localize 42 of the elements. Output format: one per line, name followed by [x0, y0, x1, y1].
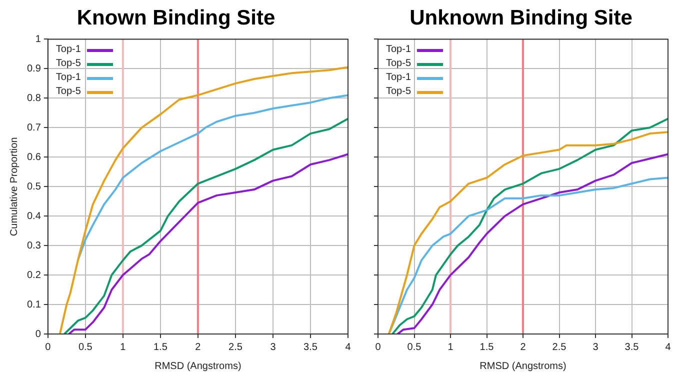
- legend-label: Top-5: [386, 57, 412, 72]
- x-tick-label: 4: [665, 342, 672, 353]
- x-tick-label: 1: [120, 342, 126, 353]
- x-tick-label: 2: [195, 342, 202, 353]
- x-tick-label: 3: [592, 342, 599, 353]
- legend-label: Top-1: [386, 43, 412, 58]
- chart-title: Known Binding Site: [76, 6, 276, 30]
- y-tick-label: 0.4: [26, 210, 42, 222]
- x-tick-label: 3: [270, 342, 276, 353]
- y-tick-label: 0.2: [26, 270, 42, 281]
- x-tick-label: 0: [45, 342, 52, 353]
- y-tick-label: 0.9: [26, 63, 42, 74]
- x-tick-label: 1.5: [153, 342, 168, 353]
- x-tick-label: 3.5: [304, 342, 318, 353]
- x-tick-label: 2.5: [552, 342, 567, 353]
- chart-title: Unknown Binding Site: [410, 6, 632, 30]
- x-tick-label: 1: [448, 342, 454, 353]
- x-tick-label: 2: [520, 342, 526, 353]
- x-axis-title: RMSD (Angstroms): [154, 360, 242, 372]
- legend-label: Top-5: [386, 85, 412, 100]
- x-axis-title: RMSD (Angstroms): [480, 360, 566, 372]
- x-tick-label: 1.5: [480, 342, 494, 353]
- legend-label: Top-5: [56, 85, 81, 100]
- y-tick-label: 0.7: [26, 122, 42, 134]
- y-tick-label: 0.3: [26, 240, 42, 252]
- y-tick-label: 0.8: [26, 92, 42, 104]
- x-tick-label: 4: [345, 342, 352, 353]
- y-tick-label: 0: [35, 328, 42, 340]
- y-tick-label: 0.6: [26, 152, 42, 163]
- x-tick-label: 0.5: [78, 342, 93, 353]
- y-axis-title: Cumulative Proportion: [8, 137, 20, 236]
- y-tick-label: 0.1: [26, 299, 42, 310]
- legend-label: Top-1: [386, 71, 412, 86]
- y-tick-label: 1: [35, 34, 42, 45]
- y-tick-label: 0.5: [26, 181, 42, 192]
- legend-label: Top-1: [56, 71, 81, 86]
- legend-label: Top-1: [56, 43, 81, 58]
- x-tick-label: 0.5: [407, 342, 422, 353]
- x-tick-label: 0: [375, 342, 382, 353]
- legend-label: Top-5: [56, 57, 81, 72]
- x-tick-label: 3.5: [624, 342, 640, 353]
- x-tick-label: 2.5: [228, 342, 243, 353]
